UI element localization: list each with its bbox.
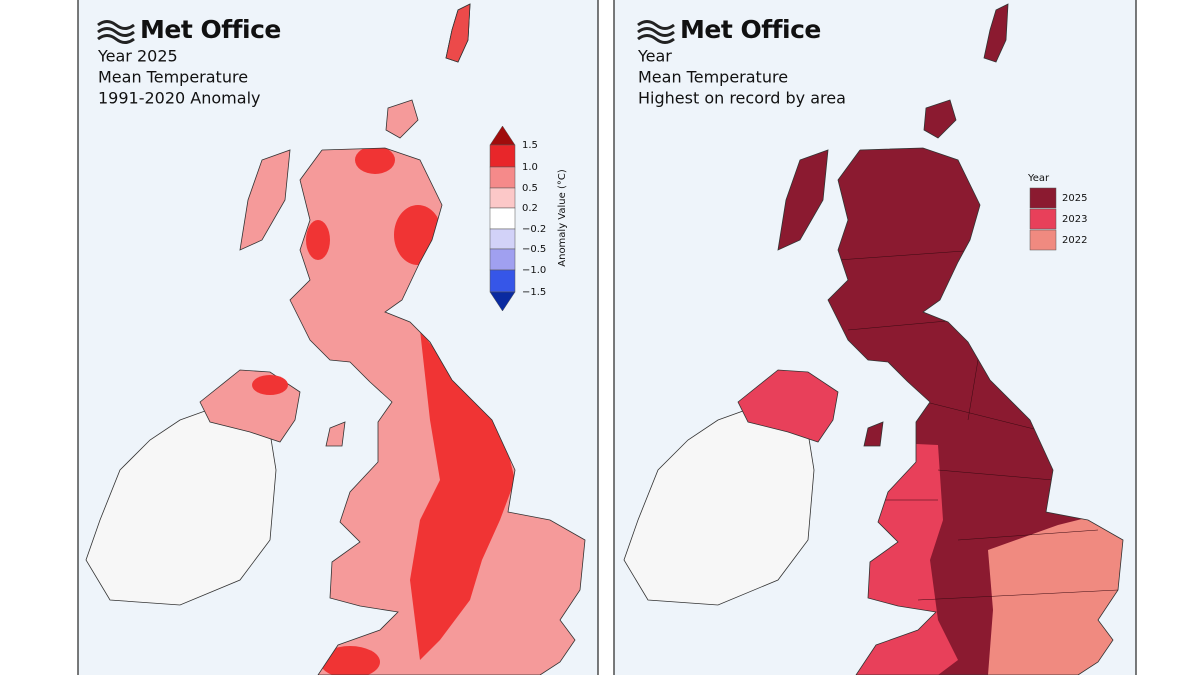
legend-label: 0.5	[522, 183, 538, 194]
title-line: Mean Temperature	[98, 68, 248, 87]
legend-label: 2022	[1062, 235, 1087, 246]
brand: Met Office	[680, 15, 821, 44]
title-line: Year 2025	[97, 47, 178, 66]
panel-anomaly: Met Office Year 2025 Mean Temperature 19…	[77, 0, 599, 675]
legend-label: 1.0	[522, 162, 538, 173]
title-line: Highest on record by area	[638, 89, 846, 108]
legend-label: 2025	[1062, 193, 1087, 204]
legend-title: Year	[1027, 173, 1050, 184]
logo	[97, 20, 135, 44]
legend-label: 0.2	[522, 203, 538, 214]
legend-label: −1.0	[522, 265, 546, 276]
legend-title: Anomaly Value (°C)	[557, 169, 568, 267]
title-line: Year	[637, 47, 672, 66]
panel-record: Met Office Year Mean Temperature Highest…	[613, 0, 1137, 675]
brand: Met Office	[140, 15, 281, 44]
title-line: Mean Temperature	[638, 68, 788, 87]
legend-label: −0.2	[522, 224, 546, 235]
title-line: 1991-2020 Anomaly	[98, 89, 260, 108]
colorbar	[489, 125, 516, 312]
logo	[637, 20, 675, 44]
legend-label: 2023	[1062, 214, 1087, 225]
legend-label: 1.5	[522, 140, 538, 151]
legend-label: −1.5	[522, 287, 546, 298]
legend-swatches	[1029, 187, 1057, 251]
legend-label: −0.5	[522, 244, 546, 255]
